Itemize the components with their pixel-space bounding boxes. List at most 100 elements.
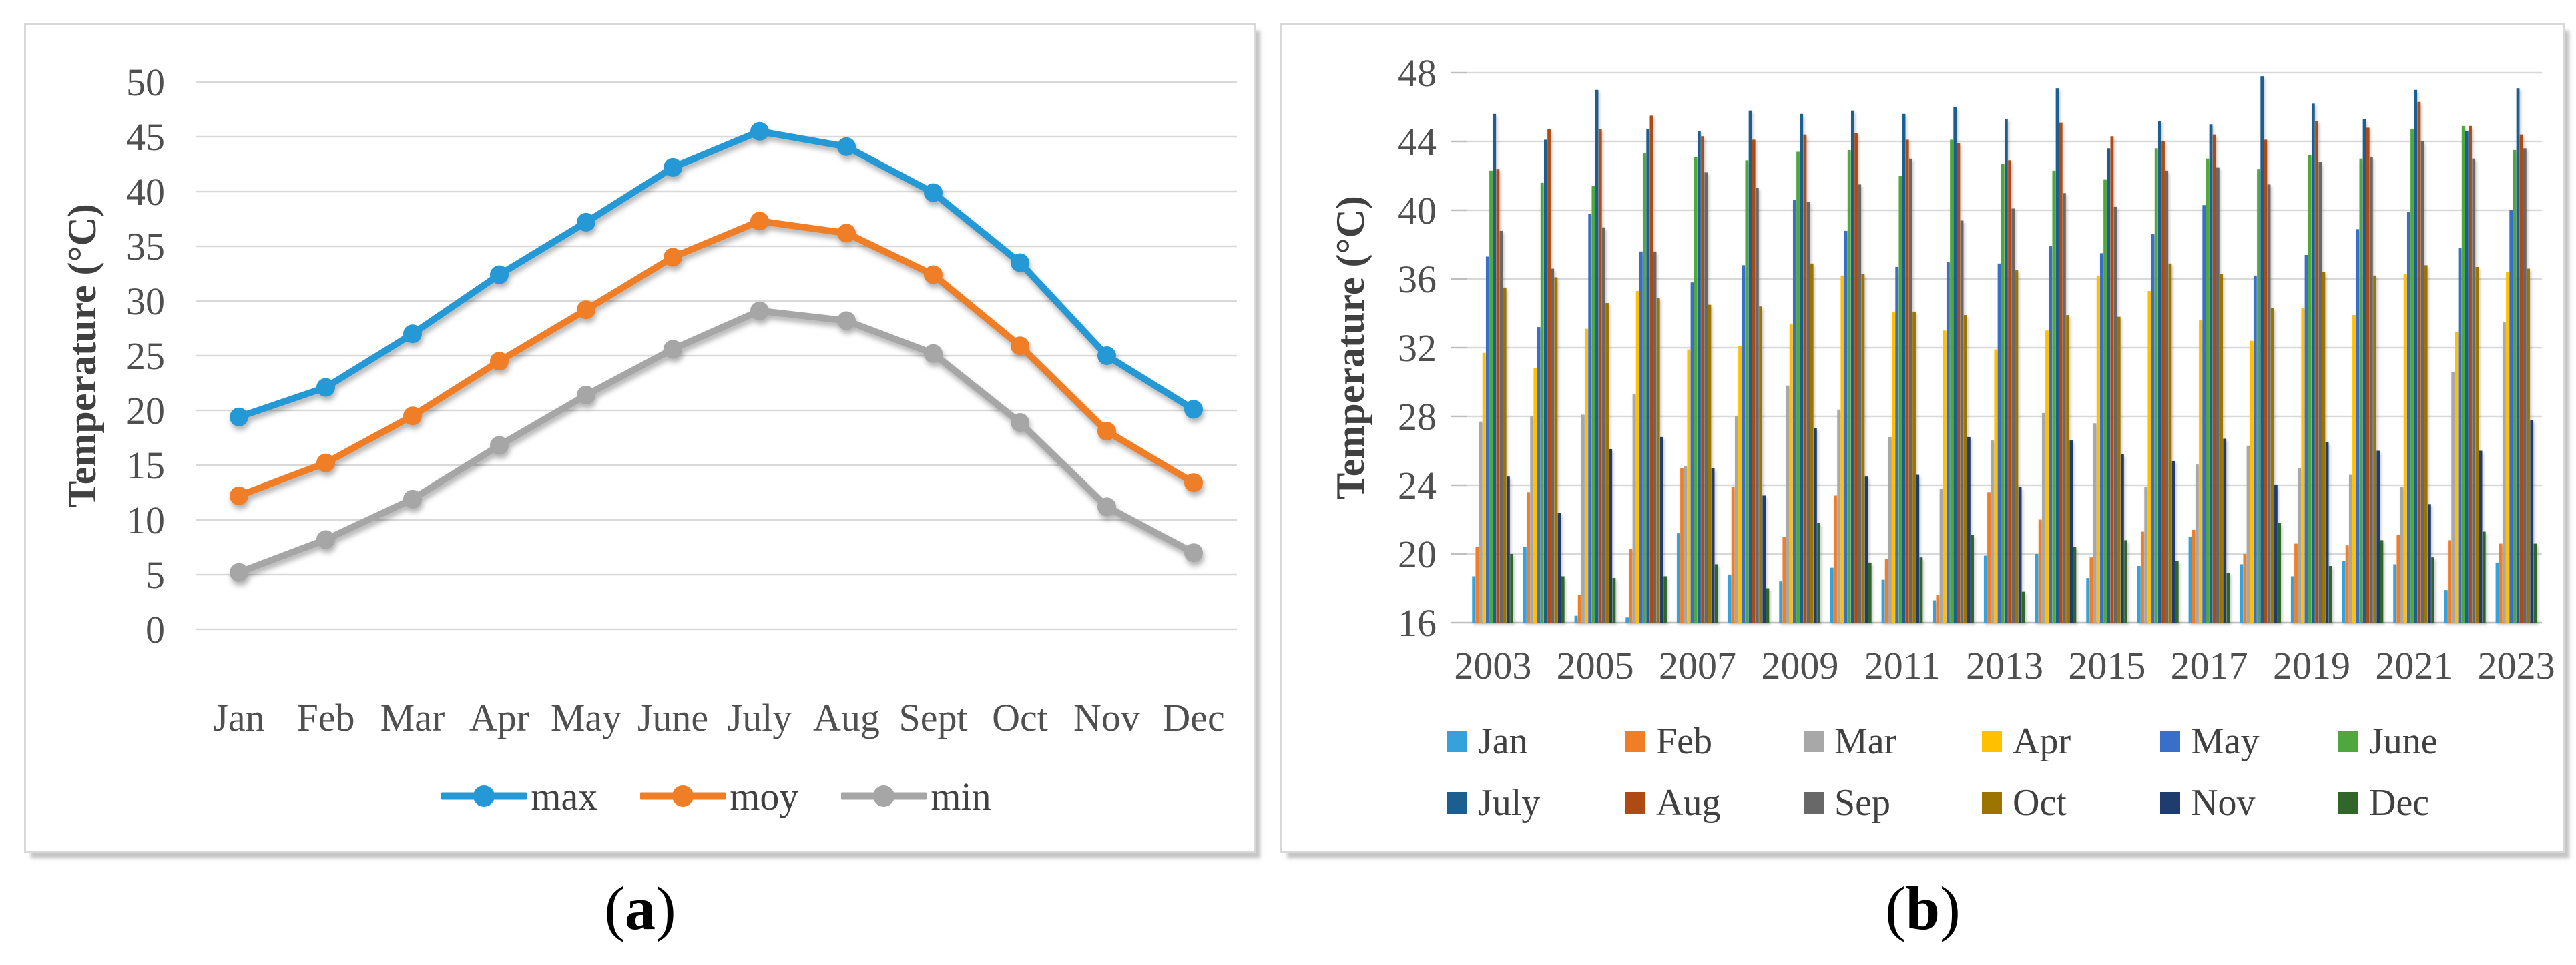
bar-May-2019	[2304, 254, 2308, 623]
point-moy-Jan	[230, 486, 248, 505]
bar-Jan-2021	[2393, 564, 2397, 623]
bar-Mar-2016	[2144, 487, 2148, 623]
bar-Nov-2006	[1660, 436, 1663, 623]
bar-May-2020	[2356, 229, 2360, 623]
y-tick-label: 24	[1398, 464, 1437, 507]
legend-item-Dec: Dec	[2338, 781, 2517, 824]
bar-June-2019	[2308, 155, 2312, 623]
bar-May-2023	[2509, 210, 2513, 623]
bar-Feb-2015	[2089, 557, 2093, 623]
bar-Feb-2020	[2345, 545, 2349, 623]
y-axis-title: Temperature (°C)	[1328, 196, 1372, 500]
bar-Dec-2003	[1510, 554, 1513, 623]
legend-item-Nov: Nov	[2160, 781, 2338, 824]
bar-Dec-2018	[2278, 523, 2281, 623]
bar-Dec-2021	[2431, 557, 2434, 623]
bar-Nov-2003	[1507, 476, 1510, 623]
x-tick-label: 2023	[2478, 644, 2555, 687]
legend-label-Mar: Mar	[1834, 721, 1897, 762]
bar-Jan-2008	[1728, 574, 1732, 623]
bar-Mar-2023	[2502, 322, 2506, 623]
bar-Oct-2005	[1605, 303, 1609, 623]
point-moy-Feb	[316, 453, 335, 472]
bar-Nov-2004	[1557, 513, 1561, 623]
caption-b-letter: b	[1905, 874, 1941, 942]
bar-June-2008	[1745, 160, 1749, 623]
legend-label-Dec: Dec	[2369, 782, 2430, 824]
bar-July-2005	[1595, 89, 1599, 623]
bar-Sep-2010	[1858, 184, 1862, 623]
x-tick-label: Mar	[380, 696, 445, 739]
bar-Mar-2020	[2348, 474, 2352, 623]
bar-Jan-2016	[2137, 566, 2141, 623]
bar-Aug-2015	[2110, 136, 2114, 623]
bar-May-2007	[1690, 282, 1694, 623]
legend-color-swatch-Dec	[2338, 792, 2358, 814]
bar-Sep-2003	[1499, 230, 1503, 623]
line-series-max	[230, 121, 1203, 426]
y-tick-label: 5	[146, 553, 165, 597]
bar-Jan-2013	[1983, 555, 1987, 623]
bar-July-2013	[2005, 119, 2008, 623]
bar-Aug-2012	[1957, 143, 1961, 623]
bar-July-2023	[2516, 88, 2520, 623]
bar-Feb-2003	[1475, 547, 1479, 623]
bar-July-2017	[2209, 124, 2213, 623]
legend-color-swatch-Aug	[1625, 792, 1645, 814]
bar-Mar-2009	[1786, 385, 1790, 623]
caption-b-open: (	[1885, 874, 1906, 942]
bar-Oct-2017	[2220, 274, 2223, 623]
legend-item-moy: moy	[640, 774, 798, 819]
bar-Aug-2018	[2264, 139, 2268, 623]
y-tick-label: 30	[126, 280, 165, 323]
legend-color-swatch-Nov	[2160, 792, 2180, 814]
bar-Oct-2012	[1963, 315, 1967, 623]
point-min-Dec	[1184, 543, 1203, 563]
bar-Feb-2011	[1884, 559, 1888, 623]
bar-Aug-2004	[1547, 129, 1551, 623]
bar-Oct-2003	[1503, 287, 1507, 623]
point-moy-Dec	[1184, 473, 1203, 493]
bar-Aug-2020	[2366, 127, 2370, 623]
legend-color-swatch-June	[2338, 731, 2358, 752]
x-tick-label: 2005	[1557, 644, 1634, 687]
series-line-min	[236, 307, 1197, 576]
bar-Oct-2019	[2322, 272, 2326, 623]
x-tick-label: Dec	[1162, 696, 1224, 739]
bar-Oct-2018	[2270, 308, 2274, 623]
bar-Aug-2016	[2161, 141, 2165, 623]
x-tick-label: Oct	[992, 696, 1048, 739]
bar-Nov-2009	[1814, 428, 1817, 623]
point-max-Jan	[230, 407, 248, 426]
bar-Mar-2014	[2041, 412, 2045, 623]
bar-Oct-2006	[1656, 298, 1660, 623]
bar-Feb-2010	[1834, 495, 1837, 623]
bar-Sep-2005	[1602, 227, 1605, 623]
bar-Apr-2016	[2147, 291, 2151, 623]
bar-Nov-2007	[1711, 468, 1715, 623]
bar-Aug-2021	[2417, 101, 2421, 623]
bar-June-2006	[1643, 153, 1646, 623]
bar-July-2012	[1953, 107, 1957, 623]
legend-item-Mar: Mar	[1804, 720, 1982, 763]
bar-Dec-2023	[2533, 543, 2537, 623]
line-chart-legend: max moy min	[196, 769, 1237, 823]
legend-label-May: May	[2191, 721, 2260, 762]
bar-Jan-2003	[1472, 576, 1476, 623]
point-min-Mar	[403, 489, 422, 509]
bar-Sep-2014	[2063, 193, 2066, 623]
point-max-Sept	[924, 183, 943, 202]
panel-a-line-chart: 0 5 10 15 20 25 30 35 40 45 50 Temperature (°C) Jan F…	[24, 23, 1256, 853]
legend-line-marker-swatch-max	[441, 785, 527, 807]
bar-Sep-2007	[1704, 172, 1708, 623]
bar-Apr-2004	[1533, 368, 1537, 623]
bar-Dec-2008	[1766, 588, 1770, 623]
x-tick-label: Aug	[813, 696, 880, 739]
legend-label-Feb: Feb	[1656, 721, 1712, 762]
bar-Feb-2004	[1527, 492, 1530, 623]
bar-Nov-2021	[2428, 504, 2431, 623]
bar-Nov-2022	[2479, 450, 2483, 623]
bar-Feb-2012	[1936, 595, 1940, 623]
bar-Apr-2007	[1687, 349, 1691, 623]
bar-July-2007	[1698, 131, 1701, 623]
